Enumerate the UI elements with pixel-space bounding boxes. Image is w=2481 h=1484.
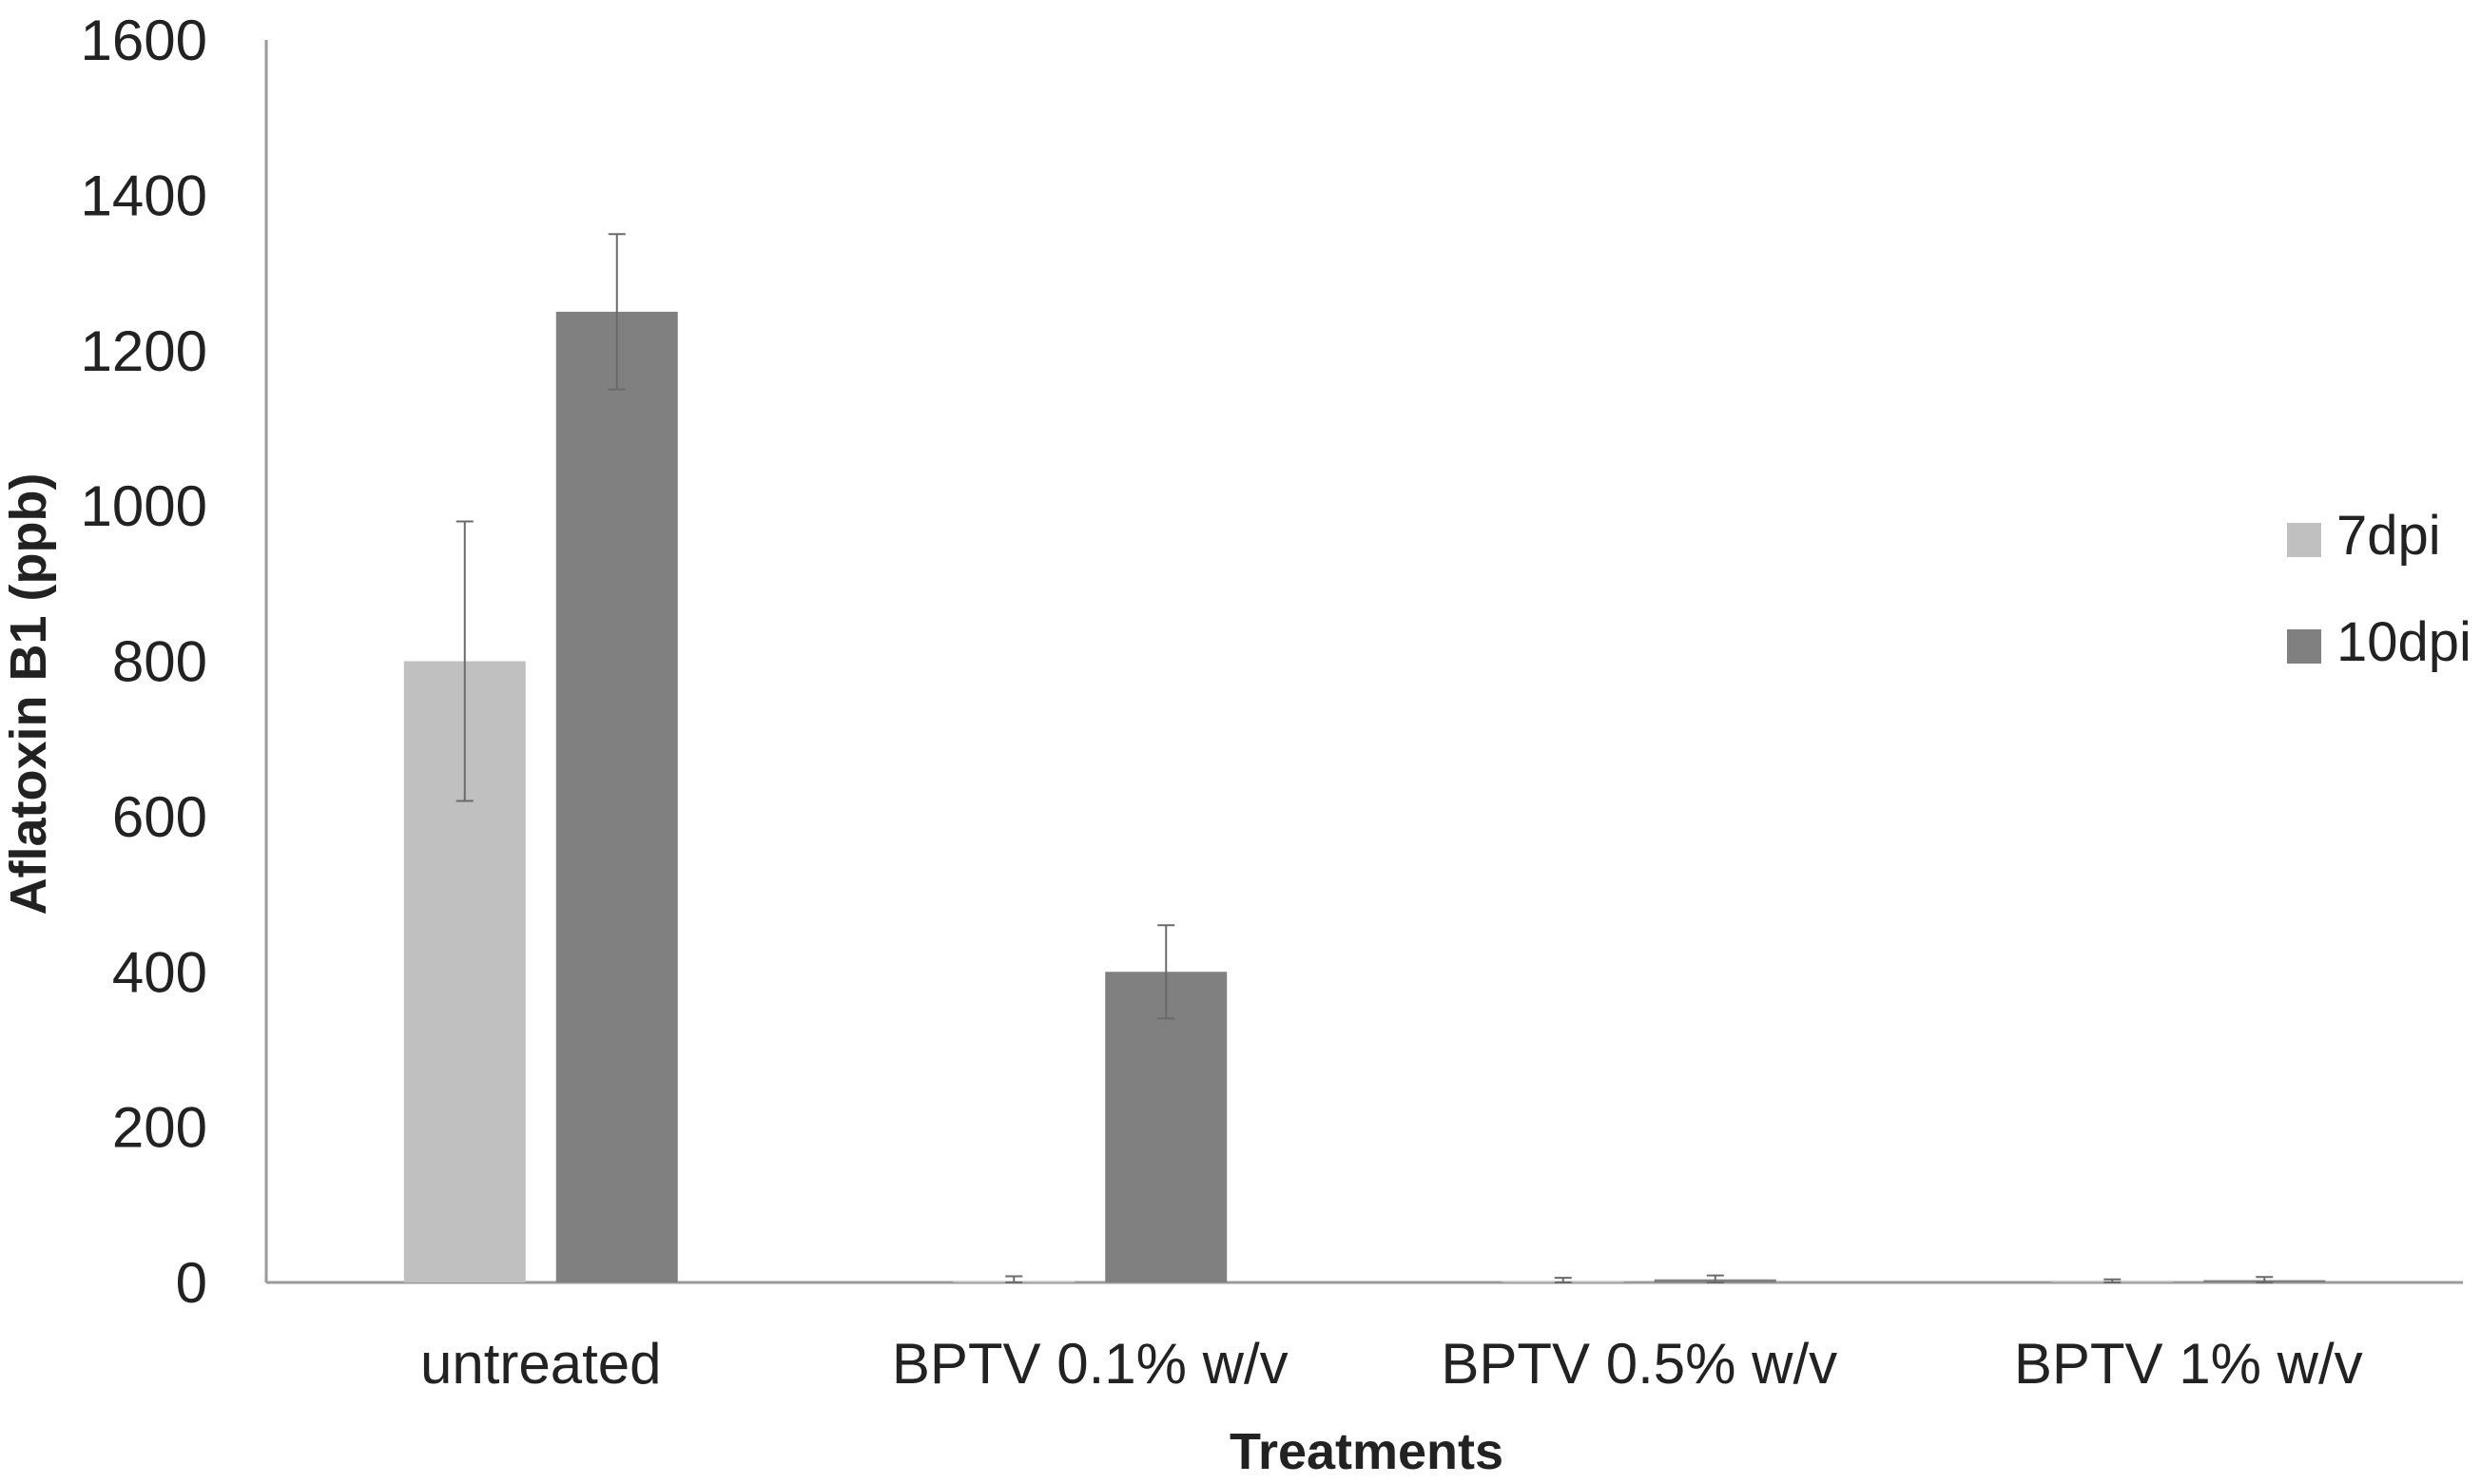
y-tick-label: 1600	[81, 9, 207, 72]
bar-10dpi-1	[1105, 972, 1228, 1282]
y-axis-title: Aflatoxin B1 (ppb)	[0, 473, 57, 915]
y-tick-label: 400	[112, 940, 207, 1004]
x-tick-label: untreated	[420, 1332, 662, 1396]
x-tick-label: BPTV 1% w/v	[2014, 1332, 2363, 1396]
legend-label-10dpi: 10dpi	[2336, 611, 2471, 673]
x-tick-label: BPTV 0.5% w/v	[1441, 1332, 1837, 1396]
y-tick-label: 1000	[81, 474, 207, 538]
x-axis: untreated BPTV 0.1% w/v BPTV 0.5% w/v BPTV …	[266, 1281, 2463, 1396]
bar-10dpi-0	[555, 311, 678, 1282]
y-tick-label: 200	[112, 1096, 207, 1160]
legend-swatch-10dpi	[2287, 629, 2321, 664]
y-tick-label: 1400	[81, 164, 207, 227]
y-tick-label: 800	[112, 630, 207, 694]
y-tick-label: 1200	[81, 319, 207, 383]
y-axis: 0 200 400 600 800 1000 1200 1400 1600	[81, 9, 268, 1315]
y-tick-label: 0	[176, 1251, 207, 1315]
y-tick-label: 600	[112, 785, 207, 849]
legend: 7dpi 10dpi	[2287, 505, 2471, 673]
legend-swatch-7dpi	[2287, 523, 2321, 557]
error-bars	[455, 233, 2274, 1283]
bars	[403, 311, 2326, 1282]
x-tick-label: BPTV 0.1% w/v	[892, 1332, 1289, 1396]
x-axis-title: Treatments	[1230, 1423, 1503, 1480]
legend-label-7dpi: 7dpi	[2336, 505, 2441, 567]
